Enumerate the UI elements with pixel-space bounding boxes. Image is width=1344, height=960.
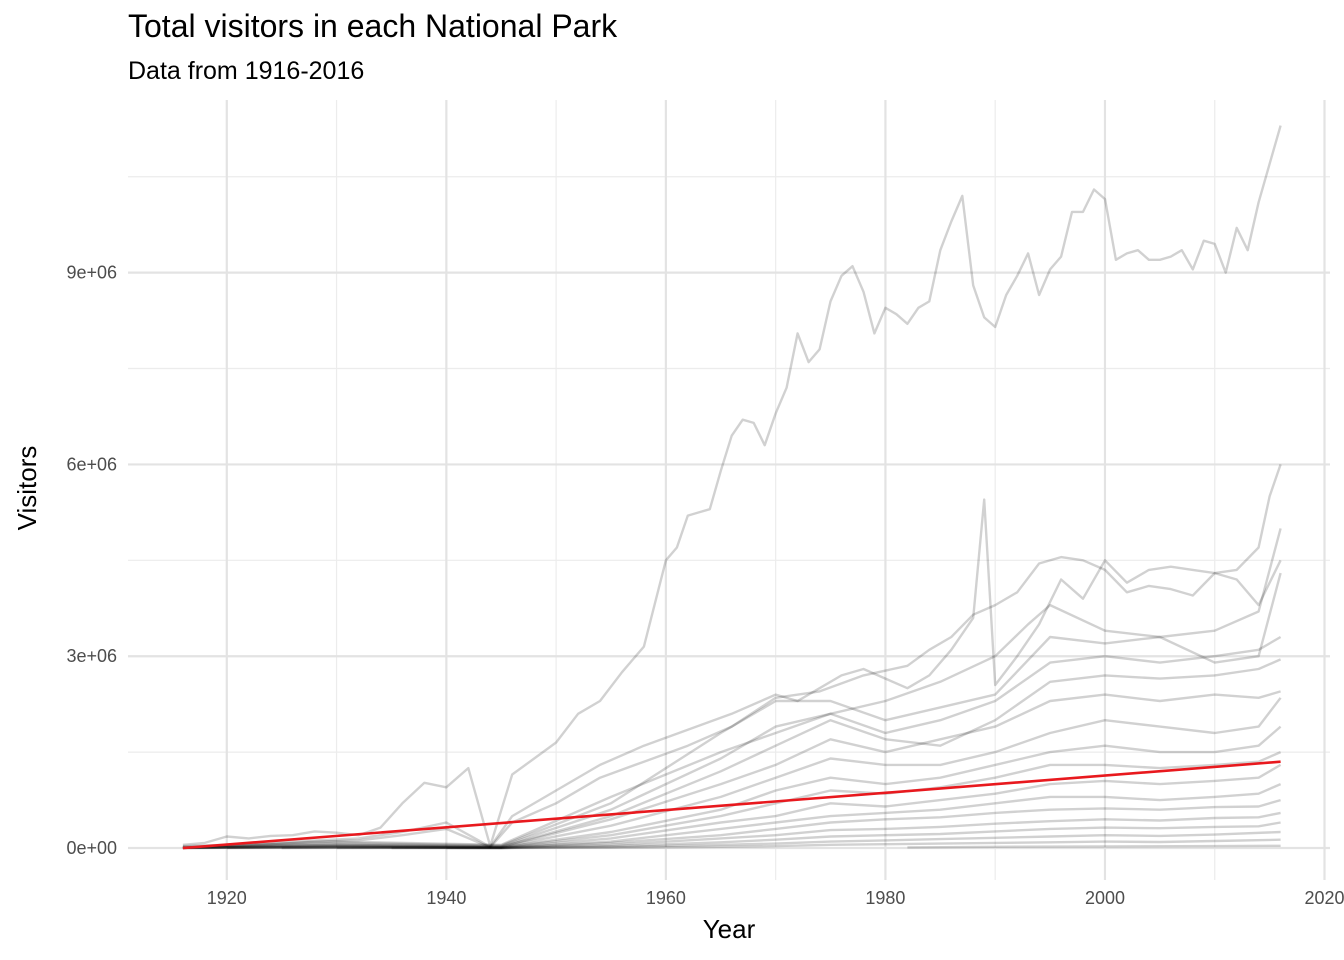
x-axis-ticks: 1920 1940 1960 1980 2000 2020 bbox=[207, 888, 1344, 908]
series-line bbox=[182, 783, 1282, 850]
series-line bbox=[182, 635, 1282, 849]
series-line bbox=[182, 725, 1282, 850]
x-tick-label: 1940 bbox=[426, 888, 466, 908]
series-line bbox=[182, 697, 1282, 849]
x-tick-label: 1960 bbox=[646, 888, 686, 908]
trend-line bbox=[182, 760, 1281, 850]
series-line bbox=[446, 838, 1281, 850]
y-axis-ticks: 0e+00 3e+06 6e+06 9e+06 bbox=[66, 263, 117, 858]
y-axis-title: Visitors bbox=[12, 446, 42, 531]
series-line bbox=[182, 464, 1282, 848]
series-line bbox=[391, 830, 1281, 850]
series-line bbox=[182, 763, 1282, 850]
y-tick-label: 9e+06 bbox=[66, 263, 117, 283]
y-tick-label: 3e+06 bbox=[66, 646, 117, 666]
trend-line-group bbox=[182, 760, 1281, 850]
series-line bbox=[182, 528, 1282, 849]
series-line bbox=[182, 658, 1282, 849]
x-tick-label: 1920 bbox=[207, 888, 247, 908]
series-line bbox=[182, 690, 1281, 849]
x-tick-label: 2000 bbox=[1085, 888, 1125, 908]
series-line bbox=[182, 125, 1282, 848]
y-tick-label: 6e+06 bbox=[66, 454, 117, 474]
series-line bbox=[281, 811, 1281, 850]
series-line bbox=[182, 572, 1282, 849]
series-lines bbox=[182, 125, 1282, 850]
series-line bbox=[907, 844, 1281, 849]
x-axis-title: Year bbox=[703, 914, 756, 944]
series-line bbox=[336, 821, 1281, 850]
chart-title: Total visitors in each National Park bbox=[128, 8, 618, 44]
y-tick-label: 0e+00 bbox=[66, 838, 117, 858]
grid bbox=[128, 100, 1330, 880]
x-tick-label: 1980 bbox=[865, 888, 905, 908]
series-line bbox=[182, 555, 1282, 849]
chart-subtitle: Data from 1916-2016 bbox=[128, 57, 365, 85]
series-line bbox=[226, 798, 1281, 850]
x-tick-label: 2020 bbox=[1304, 888, 1344, 908]
